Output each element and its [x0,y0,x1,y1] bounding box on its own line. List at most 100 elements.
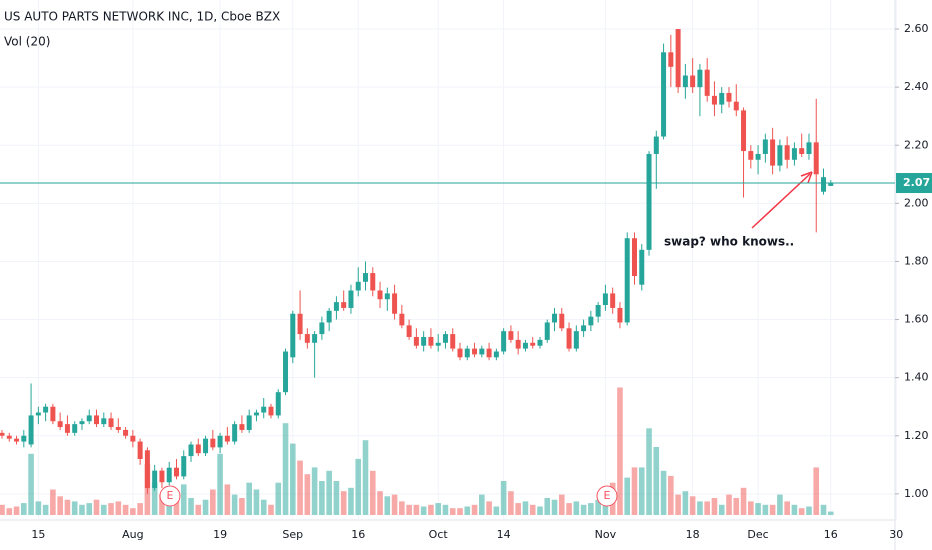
volume-bar [115,501,122,515]
candle-body [406,325,412,337]
earnings-marker[interactable] [596,485,618,507]
candle-body [159,470,165,483]
x-tick-label: Oct [429,528,449,541]
candle-body [711,95,717,105]
volume-bar [180,484,187,515]
candle-body [312,334,318,343]
candle-body [130,435,136,442]
volume-bar [573,501,580,515]
volume-bar [253,489,260,515]
volume-bar [646,428,652,515]
candle-body [610,293,616,308]
y-tick-label: 2.60 [904,22,929,35]
candle-body [283,351,289,393]
candle-body [806,142,812,154]
volume-bar [202,499,209,515]
volume-bar [631,467,638,515]
candle-body [181,456,187,477]
volume-bar [100,504,107,515]
volume-bar [13,506,20,515]
candle-body [14,438,20,442]
candle-body [57,421,63,428]
candle-body [210,438,216,448]
volume-bar [355,458,362,515]
candle-body [188,444,194,457]
y-tick-label: 2.40 [904,80,929,93]
x-tick-label: Dec [747,528,768,541]
volume-bar [348,487,354,515]
volume-bar [188,498,194,515]
candle-body [741,110,747,152]
volume-bar [595,499,601,515]
volume-bar [122,504,129,515]
volume-bar [529,504,536,515]
candle-body [79,421,85,425]
volume-bar [522,501,529,515]
candle-body [486,348,492,358]
candle-body [624,238,630,323]
volume-bar [173,498,180,515]
volume-bar [435,503,441,515]
candle-body [646,153,652,250]
volume-bar [275,482,282,515]
candle-body [152,470,158,489]
candle-body [595,305,601,317]
candle-body [43,406,49,413]
candle-body [450,334,456,349]
earnings-marker[interactable] [159,485,181,507]
candle-body [457,348,463,358]
volume-bar [493,506,500,515]
y-tick-label: 1.60 [904,313,929,326]
volume-bar [791,504,798,515]
earnings-label: E [167,489,174,502]
y-tick-label: 1.80 [904,254,929,267]
arrow [751,173,811,229]
volume-bar [130,508,136,515]
volume-bar [0,504,5,515]
volume-bar [166,501,173,515]
volume-bar [35,501,42,515]
volume-bar [798,508,805,515]
volume-bar [566,503,572,515]
x-tick-label: 16 [351,528,365,541]
candle-body [304,334,310,343]
candle-body [28,415,34,445]
candle-body [0,432,5,436]
volume-bar [442,504,449,515]
volume-bar [195,504,202,515]
volume-bar [718,504,725,515]
volume-bar [602,501,609,515]
candle-body [195,444,201,454]
candle-body [704,69,710,96]
y-tick-label: 1.00 [904,487,929,500]
volume-bar [653,447,660,515]
volume-bar [282,423,289,515]
volume-bar [682,491,689,515]
candle-body [675,29,681,88]
volume-bar [668,475,674,515]
candle-body [508,331,514,340]
volume-bar [21,503,27,515]
candle-body [101,418,107,425]
candle-body [602,293,608,306]
candle-body [21,435,27,442]
volume-bar [64,499,71,515]
candle-body [246,415,252,430]
candle-body [363,273,368,282]
candle-body [733,101,739,111]
volume-bar [660,470,667,515]
x-tick-label: Sep [282,528,303,541]
candle-body [668,52,674,67]
volume-bar [413,504,420,515]
x-tick-label: 16 [824,528,838,541]
candle-body [617,307,623,323]
volume-bar [428,504,434,515]
candle-body [50,406,56,422]
volume-bar [551,499,558,515]
candle-body [72,424,78,433]
volume-bar [464,506,471,515]
candle-body [86,415,92,422]
candle-body [348,290,354,308]
volume-bar [326,470,332,515]
x-tick-label: 30 [889,528,903,541]
